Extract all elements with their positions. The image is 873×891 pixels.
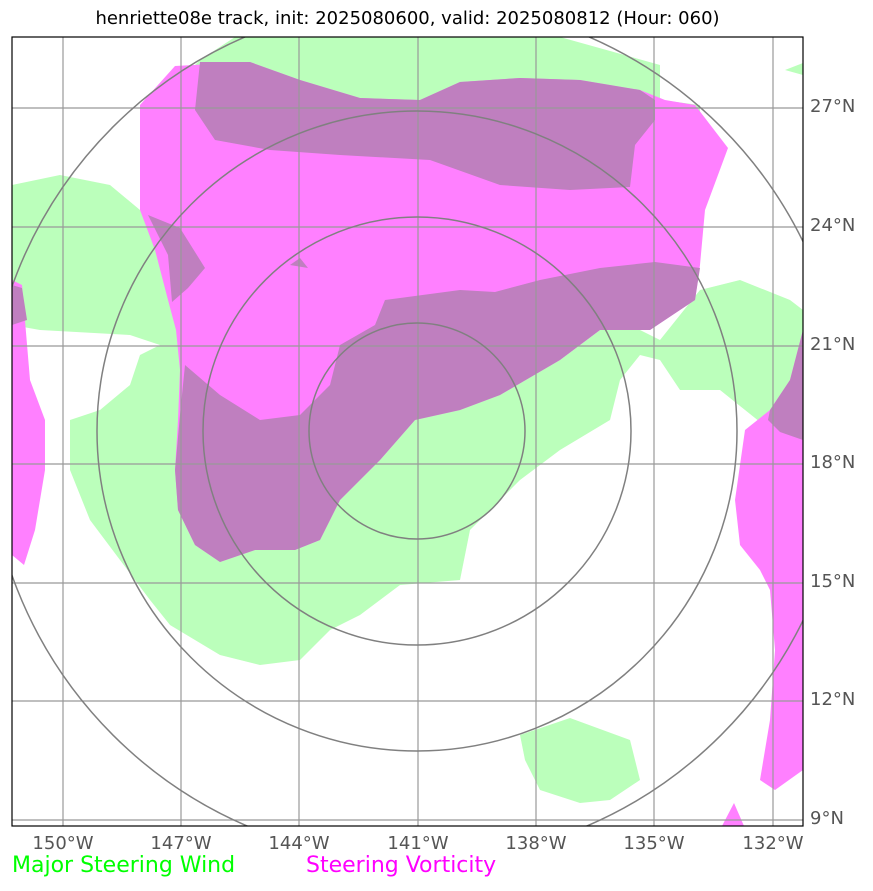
legend-steering-vorticity: Steering Vorticity: [306, 853, 497, 878]
lat-label-18n: 18°N: [810, 452, 856, 473]
graticule: [12, 37, 803, 826]
ring-middle: [202, 216, 632, 646]
map-frame: [11, 36, 804, 827]
map-title: henriette08e track, init: 2025080600, va…: [95, 8, 720, 29]
lon-label-135w: 135°W: [623, 833, 685, 854]
lat-label-9n: 9°N: [810, 808, 844, 829]
lon-label-138w: 138°W: [505, 833, 567, 854]
ring-inner: [308, 322, 526, 540]
lon-label-150w: 150°W: [32, 833, 94, 854]
lat-label-12n: 12°N: [810, 689, 856, 710]
legend-steering-wind: Major Steering Wind: [12, 853, 236, 878]
lat-label-24n: 24°N: [810, 215, 856, 236]
lat-label-15n: 15°N: [810, 571, 856, 592]
lat-label-21n: 21°N: [810, 334, 856, 355]
lat-label-27n: 27°N: [810, 96, 856, 117]
overlap-area: [12, 62, 803, 562]
distance-rings: [12, 37, 803, 826]
lon-label-147w: 147°W: [150, 833, 212, 854]
ring-outer: [96, 110, 738, 752]
lon-label-141w: 141°W: [387, 833, 449, 854]
lon-label-144w: 144°W: [268, 833, 330, 854]
lon-label-132w: 132°W: [742, 833, 804, 854]
